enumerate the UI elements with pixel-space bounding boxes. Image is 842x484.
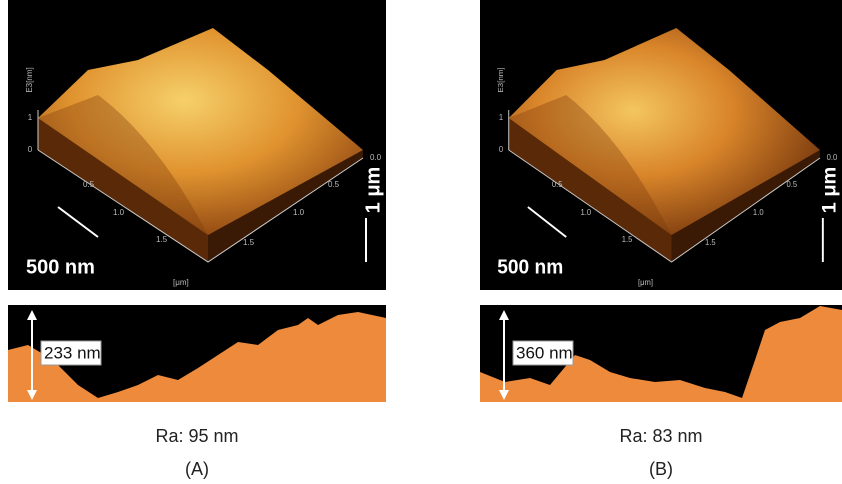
- x-tick: 1.5: [622, 235, 633, 244]
- x-tick: 1.5: [156, 235, 168, 244]
- z-tick: 0: [499, 145, 504, 154]
- y-tick: 1.0: [753, 208, 764, 217]
- y-tick: 1.5: [243, 238, 255, 247]
- z-tick: 0: [28, 145, 33, 154]
- x-tick: 0.5: [552, 180, 563, 189]
- x-tick: 0.5: [83, 180, 95, 189]
- profile-height: 233 nm: [44, 343, 101, 362]
- x-unit: [μm]: [638, 278, 653, 287]
- roughness: Ra: 95 nm: [155, 426, 238, 446]
- x-unit: [μm]: [173, 278, 189, 287]
- z-unit: E3[nm]: [25, 67, 34, 92]
- y-tick: 0.0: [827, 153, 838, 162]
- z-tick: 1: [499, 113, 503, 122]
- y-tick: 1.0: [293, 208, 305, 217]
- scale-bar-label: 500 nm: [26, 256, 95, 278]
- roughness: Ra: 83 nm: [619, 426, 702, 446]
- profile-height: 360 nm: [516, 343, 573, 362]
- panel: E3[nm] 1 0 0.5 1.0 1.5 0.0 0.5 1.0 1.5 [μm] 500 nm 1…: [480, 0, 842, 402]
- panel-label: (B): [649, 459, 673, 479]
- y-tick: 1.5: [705, 238, 716, 247]
- x-tick: 1.0: [581, 208, 592, 217]
- scale-bar-label: 1 μm: [819, 167, 841, 214]
- scale-bar-label: 500 nm: [497, 256, 563, 278]
- z-unit: E3[nm]: [496, 67, 505, 92]
- panel: E3[nm] 1 0 0.5 1.0 1.5 0.0 0.5 1.0 1.5 [μm] 500 nm 1…: [8, 0, 386, 402]
- z-tick: 1: [28, 113, 33, 122]
- y-tick: 0.5: [328, 180, 340, 189]
- panel-label: (A): [185, 459, 209, 479]
- y-tick: 0.5: [786, 180, 797, 189]
- figure: E3[nm] 1 0 0.5 1.0 1.5 0.0 0.5 1.0 1.5 [μm] 500 nm 1…: [0, 0, 842, 484]
- scale-bar-label: 1 μm: [362, 167, 384, 214]
- y-tick: 0.0: [370, 153, 382, 162]
- x-tick: 1.0: [113, 208, 125, 217]
